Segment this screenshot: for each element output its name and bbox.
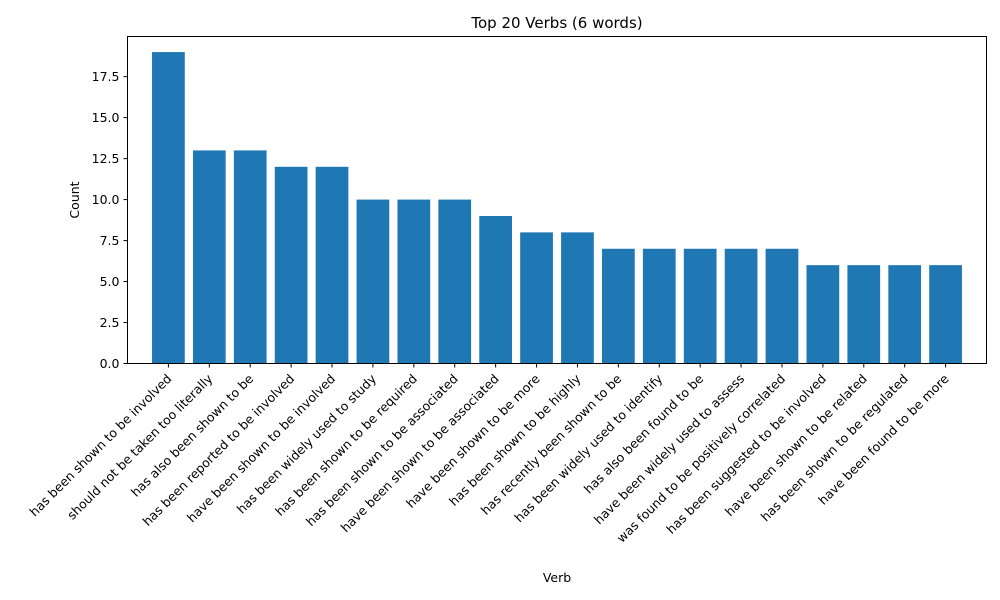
bar-2 bbox=[192, 150, 226, 364]
bar-8 bbox=[438, 199, 472, 364]
x-tick-label-2: should not be taken too literally bbox=[64, 371, 216, 523]
y-tick-label-4: 7.5 bbox=[100, 233, 120, 248]
bar-20 bbox=[929, 265, 962, 364]
x-axis-label: Verb bbox=[543, 570, 571, 585]
bar-12 bbox=[601, 248, 635, 364]
bar-15 bbox=[724, 248, 758, 364]
x-tick-label-13: has been widely used to identify bbox=[511, 371, 666, 526]
x-tick-label-15: have been widely used to assess bbox=[591, 371, 747, 527]
bar-18 bbox=[847, 265, 881, 364]
bar-11 bbox=[561, 232, 594, 364]
y-tick-label-6: 12.5 bbox=[92, 151, 120, 166]
plot-frame bbox=[127, 36, 987, 364]
y-axis-label: Count bbox=[67, 181, 82, 218]
bar-4 bbox=[274, 166, 308, 364]
x-tick-label-8: has been shown to be associated bbox=[303, 371, 461, 529]
bar-19 bbox=[888, 265, 922, 364]
x-tick-label-19: has been shown to be regulated bbox=[758, 371, 911, 524]
bar-13 bbox=[642, 248, 676, 364]
bar-16 bbox=[765, 248, 799, 364]
x-tick-label-5: have been shown to be involved bbox=[184, 371, 338, 525]
y-tick-label-8: 17.5 bbox=[92, 69, 120, 84]
x-tick-label-4: has been reported to be involved bbox=[139, 371, 297, 529]
y-tick-label-7: 15.0 bbox=[92, 110, 120, 125]
bar-5 bbox=[315, 166, 349, 364]
bar-9 bbox=[479, 215, 513, 364]
y-axis: 0.0 2.5 5.0 7.5 10.0 12.5 15.0 17.5 bbox=[92, 69, 128, 371]
bar-17 bbox=[806, 265, 840, 364]
chart-title: Top 20 Verbs (6 words) bbox=[470, 14, 642, 32]
x-tick-label-1: has been shown to be involved bbox=[26, 371, 174, 519]
bar-10 bbox=[520, 232, 553, 364]
y-tick-label-1: 0.0 bbox=[100, 356, 120, 371]
y-tick-label-2: 2.5 bbox=[100, 315, 120, 330]
bars-group bbox=[152, 52, 962, 364]
bar-1 bbox=[152, 52, 185, 364]
bar-6 bbox=[356, 199, 390, 364]
bar-3 bbox=[233, 150, 267, 364]
y-tick-label-3: 5.0 bbox=[100, 274, 120, 289]
bar-7 bbox=[397, 199, 431, 364]
y-tick-label-5: 10.0 bbox=[92, 192, 120, 207]
bar-14 bbox=[683, 248, 717, 364]
